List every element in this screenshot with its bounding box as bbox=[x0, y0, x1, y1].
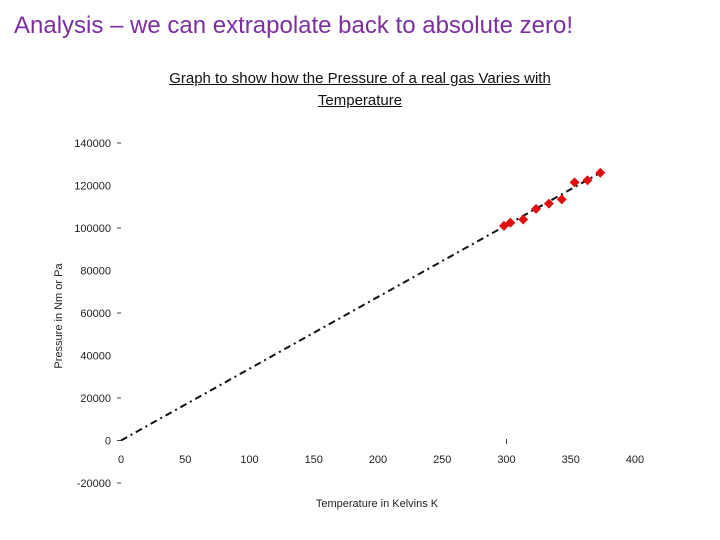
x-axis-label: Temperature in Kelvins K bbox=[316, 498, 439, 510]
x-tick-label: 300 bbox=[497, 454, 515, 466]
data-point bbox=[505, 217, 516, 228]
x-tick-label: 100 bbox=[240, 454, 258, 466]
x-axis-ticks: 0 50 100 150 200 250 300 350 400 bbox=[118, 439, 644, 466]
data-point bbox=[582, 175, 593, 186]
x-tick-label: 350 bbox=[562, 454, 580, 466]
y-tick-label: 0 bbox=[105, 436, 111, 448]
data-point bbox=[569, 177, 580, 188]
y-tick-label: 60000 bbox=[80, 308, 111, 320]
y-tick-label: 40000 bbox=[80, 351, 111, 363]
y-tick-label: 20000 bbox=[80, 393, 111, 405]
data-point bbox=[531, 203, 542, 214]
chart-title-line1: Graph to show how the Pressure of a real… bbox=[169, 70, 551, 87]
x-tick-label: 0 bbox=[118, 454, 124, 466]
y-tick-label: -20000 bbox=[77, 478, 111, 490]
y-tick-label: 80000 bbox=[80, 266, 111, 278]
chart-title: Graph to show how the Pressure of a real… bbox=[140, 68, 580, 112]
data-point bbox=[543, 198, 554, 209]
x-tick-label: 400 bbox=[626, 454, 644, 466]
y-tick-label: 100000 bbox=[74, 223, 111, 235]
y-axis-ticks: -20000 0 20000 40000 60000 80000 100000 120000 1… bbox=[74, 138, 121, 490]
chart-title-line2: Temperature bbox=[317, 92, 403, 109]
data-points bbox=[498, 167, 606, 231]
trend-line-group bbox=[120, 171, 601, 442]
data-point bbox=[556, 194, 567, 205]
y-tick-label: 120000 bbox=[74, 181, 111, 193]
x-tick-label: 50 bbox=[179, 454, 191, 466]
y-tick-label: 140000 bbox=[74, 138, 111, 150]
x-tick-label: 200 bbox=[369, 454, 387, 466]
x-tick-label: 250 bbox=[433, 454, 451, 466]
x-tick-label: 150 bbox=[305, 454, 323, 466]
slide-title: Analysis – we can extrapolate back to ab… bbox=[14, 12, 573, 39]
data-point bbox=[518, 214, 529, 225]
y-axis-label: Pressure in Nm or Pa bbox=[53, 263, 65, 369]
data-point bbox=[595, 167, 606, 178]
extrapolation-line bbox=[120, 171, 601, 442]
